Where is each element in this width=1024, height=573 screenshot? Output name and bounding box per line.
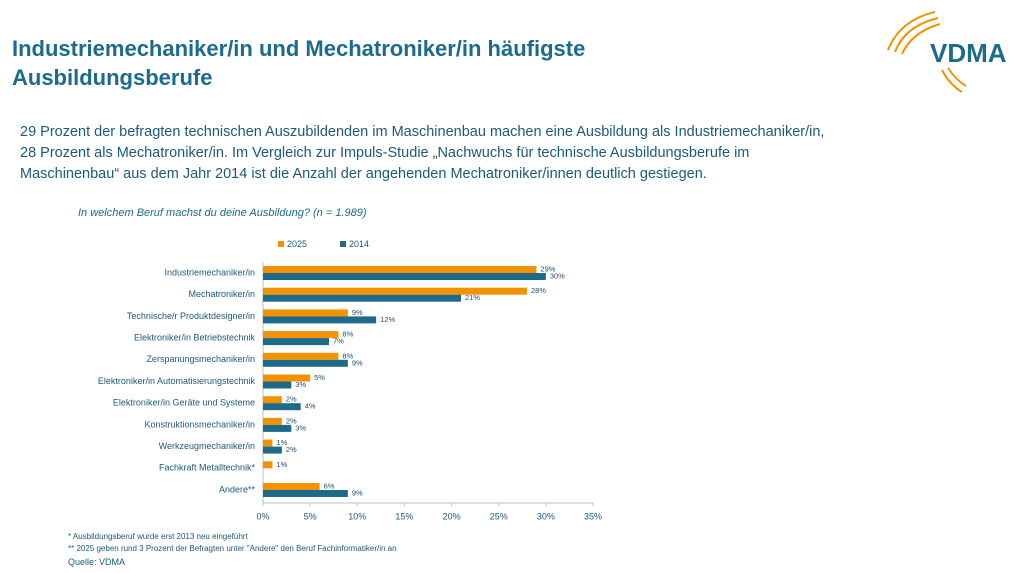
bar (263, 331, 339, 339)
value-label: 2% (286, 395, 297, 404)
bar (263, 352, 339, 360)
value-label: 9% (352, 308, 363, 317)
x-tick-label: 15% (395, 511, 413, 521)
bar (263, 338, 329, 346)
logo-text: VDMA (930, 38, 1007, 68)
x-tick-label: 0% (256, 511, 269, 521)
value-label: 1% (276, 460, 287, 469)
x-tick-label: 25% (490, 511, 508, 521)
bar (263, 359, 348, 367)
value-label: 29% (540, 264, 555, 273)
footnote: ** 2025 geben rund 3 Prozent der Befragt… (68, 544, 397, 553)
x-tick-label: 30% (537, 511, 555, 521)
category-label: Industriemechaniker/in (164, 267, 255, 277)
value-label: 21% (465, 293, 480, 302)
category-label: Zerspanungsmechaniker/in (146, 354, 255, 364)
legend-label: 2025 (287, 239, 307, 249)
value-label: 3% (295, 380, 306, 389)
value-label: 8% (342, 330, 353, 339)
title-line: Ausbildungsberufe (12, 65, 213, 90)
x-tick-label: 5% (304, 511, 317, 521)
legend-label: 2014 (349, 239, 369, 249)
category-label: Fachkraft Metalltechnik* (159, 463, 256, 473)
intro-line: 28 Prozent als Mechatroniker/in. Im Verg… (20, 145, 750, 161)
category-label: Mechatroniker/in (188, 289, 255, 299)
bar (263, 316, 377, 324)
category-label: Werkzeugmechaniker/in (159, 441, 255, 451)
value-label: 2% (286, 445, 297, 454)
bar (263, 273, 546, 280)
bar (263, 483, 320, 490)
bar (263, 381, 292, 389)
category-label: Elektroniker/in Geräte und Systeme (113, 398, 255, 408)
bar (263, 374, 311, 382)
value-label: 3% (295, 423, 306, 432)
value-label: 6% (324, 481, 335, 490)
bar (263, 417, 282, 425)
value-label: 5% (314, 373, 325, 382)
bar (263, 461, 273, 469)
footnote: * Ausbildungsberuf wurde erst 2013 neu e… (68, 532, 248, 541)
intro-line: 29 Prozent der befragten technischen Aus… (20, 124, 825, 140)
legend-swatch (340, 241, 346, 247)
bar (263, 266, 537, 273)
value-label: 8% (342, 351, 353, 360)
logo: VDMA (887, 11, 1007, 93)
bar (263, 424, 292, 432)
bar (263, 490, 348, 497)
value-label: 9% (352, 358, 363, 367)
value-label: 2% (286, 416, 297, 425)
bar (263, 294, 461, 302)
source: Quelle: VDMA (68, 557, 126, 567)
category-label: Konstruktionsmechaniker/in (144, 419, 255, 429)
title-line: Industriemechaniker/in und Mechatroniker… (12, 36, 586, 61)
bar (263, 287, 527, 295)
legend-swatch (278, 241, 284, 247)
value-label: 1% (276, 438, 287, 447)
value-label: 30% (550, 271, 565, 280)
category-label: Technische/r Produktdesigner/in (127, 311, 255, 321)
x-tick-label: 10% (348, 511, 366, 521)
value-label: 7% (333, 337, 344, 346)
bar (263, 309, 348, 317)
value-label: 28% (531, 286, 546, 295)
category-label: Elektroniker/in Automatisierungstechnik (98, 376, 256, 386)
bar (263, 446, 282, 454)
bar (263, 439, 273, 447)
chart-title: In welchem Beruf machst du deine Ausbild… (78, 207, 367, 219)
x-tick-label: 35% (584, 511, 602, 521)
bar (263, 396, 282, 404)
value-label: 9% (352, 488, 363, 497)
bar (263, 403, 301, 411)
x-tick-label: 20% (443, 511, 461, 521)
category-label: Elektroniker/in Betriebstechnik (134, 332, 256, 342)
value-label: 4% (305, 402, 316, 411)
intro-line: Maschinenbau“ aus dem Jahr 2014 ist die … (20, 166, 707, 182)
value-label: 12% (380, 315, 395, 324)
category-label: Andere** (219, 484, 256, 494)
